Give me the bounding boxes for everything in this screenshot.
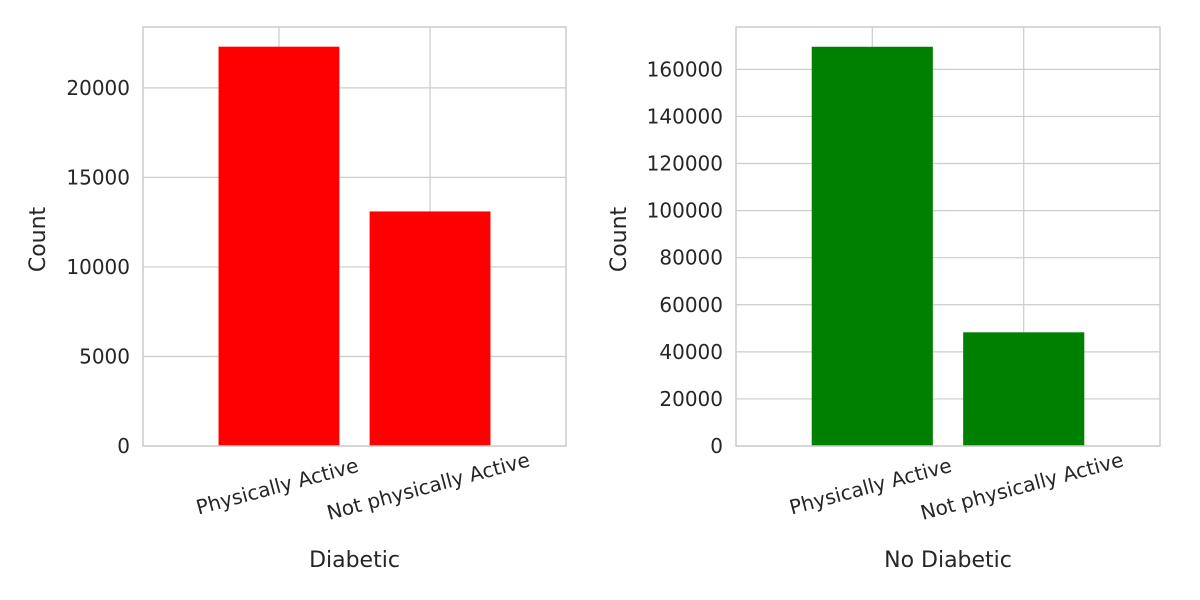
y-tick-label: 20000 — [66, 76, 130, 100]
x-axis-label: Diabetic — [309, 548, 400, 573]
y-tick-label: 5000 — [79, 344, 130, 368]
plot-frame — [142, 26, 567, 447]
y-tick-label: 0 — [710, 434, 723, 458]
y-axis-label: Count — [607, 206, 632, 272]
y-tick-label: 15000 — [66, 165, 130, 189]
y-axis-label: Count — [26, 206, 51, 272]
y-tick-label: 10000 — [66, 255, 130, 279]
y-tick-label: 80000 — [659, 246, 723, 270]
y-tick-label: 20000 — [659, 387, 723, 411]
bar-physically-active — [218, 46, 340, 446]
plot-frame — [735, 26, 1161, 447]
y-tick-label: 100000 — [647, 199, 723, 223]
y-tick-label: 140000 — [647, 104, 723, 128]
chart-panel-2: 0 20000 40000 60000 80000 100000 120000 140000 1… — [607, 26, 1161, 573]
y-tick-label: 120000 — [647, 152, 723, 176]
x-axis-label: No Diabetic — [884, 548, 1012, 573]
y-tick-label: 40000 — [659, 340, 723, 364]
bar-not-physically-active — [963, 332, 1085, 446]
y-tick-label: 160000 — [647, 57, 723, 81]
bar-physically-active — [811, 46, 933, 446]
bar-not-physically-active — [369, 211, 491, 446]
y-tick-label: 0 — [117, 434, 130, 458]
y-tick-label: 60000 — [659, 293, 723, 317]
